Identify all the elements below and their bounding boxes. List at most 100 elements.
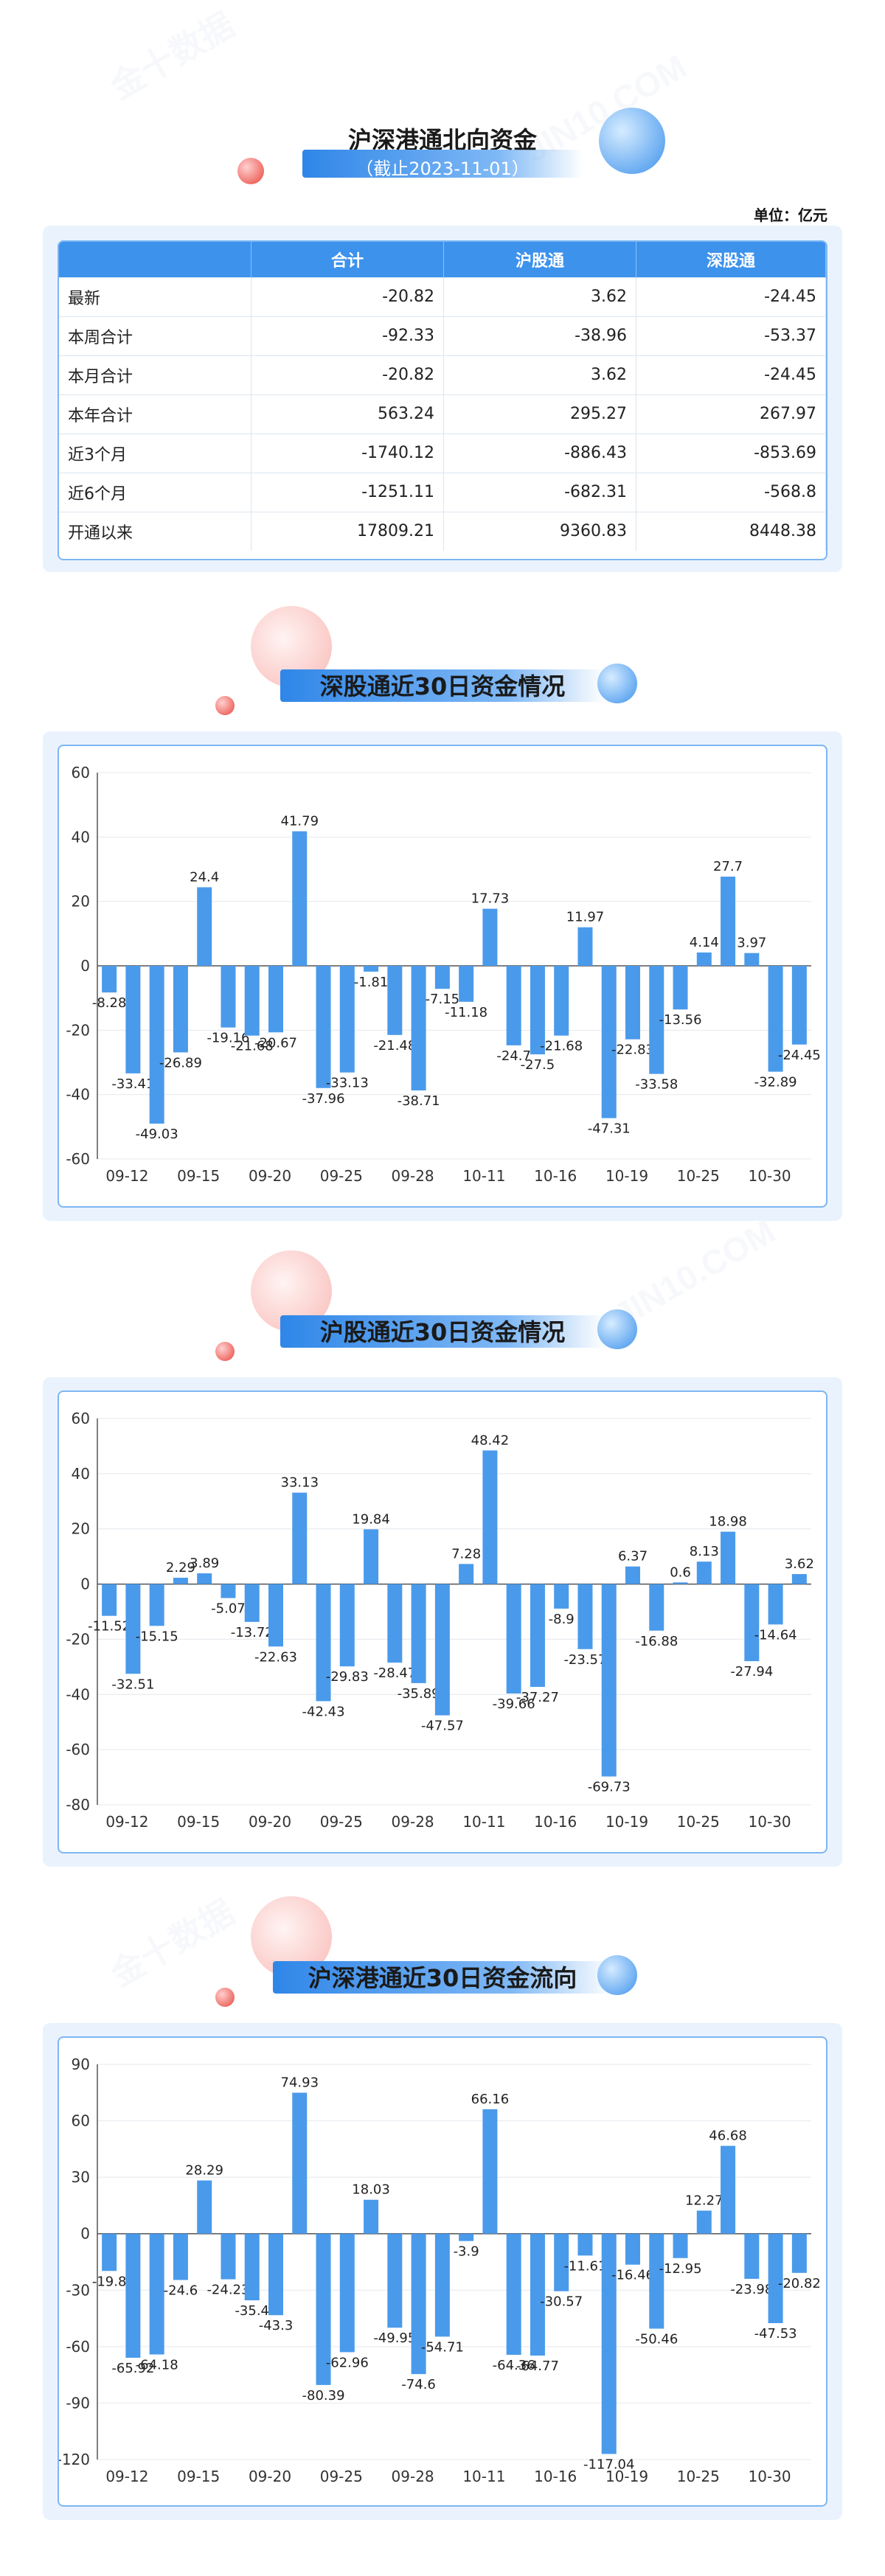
table-row: 最新 -20.82 3.62 -24.45 — [59, 276, 826, 316]
y-tick-label: -60 — [66, 1150, 90, 1168]
bar — [791, 2233, 807, 2273]
bar — [530, 2233, 545, 2356]
unit-label: 单位：亿元 — [754, 206, 827, 224]
table-cell-sz: -24.45 — [636, 276, 826, 316]
y-tick-label: -20 — [66, 1021, 90, 1039]
table-cell-sz: -568.8 — [636, 472, 826, 512]
data-label: -27.94 — [730, 1664, 773, 1679]
table-cell-label: 开通以来 — [59, 511, 251, 551]
bar — [696, 2210, 712, 2234]
x-tick-label: 10-19 — [605, 1167, 648, 1185]
bar — [625, 966, 641, 1040]
summary-table-card: 合计 沪股通 深股通 最新 -20.82 3.62 -24.45 本周合计 -92.33-… — [58, 240, 827, 560]
x-tick-label: 09-28 — [392, 1167, 434, 1185]
data-label: 11.97 — [566, 910, 605, 925]
bar — [173, 2233, 188, 2280]
data-label: 17.73 — [471, 891, 510, 907]
chart-total: -120 -90 -60 -30 0 30 60 90 -19.8 -65.92-64.18 -24… — [59, 2055, 821, 2485]
decor-ball-red — [215, 1342, 235, 1361]
data-label: 41.79 — [281, 814, 319, 829]
data-label: -37.96 — [302, 1091, 345, 1107]
data-label: -47.53 — [754, 2326, 797, 2342]
data-label: 2.29 — [166, 1560, 195, 1576]
bar — [696, 952, 712, 966]
bar — [434, 1584, 450, 1716]
bar — [506, 966, 521, 1045]
data-label: 19.84 — [352, 1511, 390, 1527]
bar — [554, 1584, 569, 1609]
title-bar — [302, 150, 583, 178]
data-label: 33.13 — [281, 1475, 319, 1491]
data-label: -28.47 — [373, 1665, 416, 1681]
y-tick-label: 40 — [72, 1465, 90, 1483]
y-tick-label: -60 — [66, 1741, 90, 1758]
column-header-total: 合计 — [251, 242, 445, 277]
x-tick-label: 09-12 — [105, 1813, 148, 1831]
table-cell-total: -1251.11 — [251, 472, 445, 512]
data-label: -7.15 — [426, 992, 460, 1007]
x-tick-label: 09-25 — [320, 2468, 363, 2485]
data-label: 48.42 — [471, 1433, 510, 1448]
bar — [387, 2233, 403, 2328]
page-subtitle: （截止2023-11-01） — [355, 159, 530, 179]
data-label: 28.29 — [185, 2163, 223, 2179]
table-cell-sh: 295.27 — [443, 394, 636, 434]
bar — [221, 966, 236, 1028]
y-tick-label: 20 — [72, 1520, 90, 1538]
chart-card-total: -120 -90 -60 -30 0 30 60 90 -19.8 -65.92 -64.18 -24… — [58, 2036, 827, 2507]
data-label: 27.7 — [713, 859, 743, 874]
bar — [673, 2233, 688, 2258]
decor-ball-red — [237, 158, 264, 184]
y-tick-label: 40 — [72, 828, 90, 846]
table-header-row: 合计 沪股通 深股通 — [59, 242, 826, 277]
data-label: 4.14 — [690, 935, 719, 950]
y-tick-label: -60 — [66, 2338, 90, 2356]
bar — [459, 1564, 474, 1584]
x-tick-label: 09-28 — [392, 1813, 434, 1831]
bar — [364, 1529, 379, 1584]
data-label: 3.97 — [737, 936, 766, 951]
bar — [364, 966, 379, 972]
table-cell-total: 17809.21 — [251, 511, 445, 551]
data-label: 66.16 — [471, 2092, 510, 2107]
bar — [411, 1584, 426, 1683]
bar — [292, 831, 308, 966]
bar — [768, 1584, 783, 1625]
data-label: -23.98 — [730, 2282, 773, 2297]
data-label: -11.18 — [445, 1005, 487, 1020]
x-tick-label: 10-30 — [749, 1813, 791, 1831]
x-tick-label: 09-12 — [105, 1167, 148, 1185]
column-header — [59, 242, 251, 277]
data-label: -50.46 — [635, 2332, 678, 2347]
data-label: -16.46 — [611, 2268, 654, 2283]
data-label: 18.98 — [709, 1514, 747, 1530]
table-cell-sz: -53.37 — [636, 316, 826, 355]
bar — [625, 1566, 641, 1584]
table-cell-sh: -886.43 — [443, 433, 636, 473]
bar — [791, 1574, 807, 1584]
bar — [125, 966, 141, 1073]
table-cell-sh: 3.62 — [443, 355, 636, 394]
bar — [268, 2233, 284, 2316]
y-tick-label: 60 — [72, 2112, 90, 2130]
bar — [173, 1578, 188, 1584]
table-cell-label: 近3个月 — [59, 433, 251, 473]
data-label: -26.89 — [159, 1055, 202, 1071]
chart-title-total: 沪深港通近30日资金流向 — [308, 1964, 577, 1992]
bar — [292, 2092, 308, 2234]
table-cell-sz: -853.69 — [636, 433, 826, 473]
data-label: -19.16 — [206, 1031, 249, 1046]
table-row: 本周合计 -92.33 -38.96 -53.37 — [59, 316, 826, 355]
data-label: -42.43 — [302, 1704, 345, 1719]
chart-sh: -80 -60 -40 -20 0 20 40 60 -11.52 -32.51 -15.15 2.2… — [66, 1410, 814, 1831]
data-label: -21.68 — [540, 1039, 583, 1054]
table-cell-total: -1740.12 — [251, 433, 445, 473]
data-label: 18.03 — [352, 2182, 390, 2198]
data-label: -14.64 — [754, 1627, 797, 1643]
bar — [744, 1584, 760, 1662]
data-label: -21.48 — [373, 1038, 416, 1054]
bar — [530, 1584, 545, 1688]
data-label: -74.6 — [401, 2377, 436, 2392]
bar — [411, 966, 426, 1091]
x-tick-label: 09-15 — [177, 1813, 220, 1831]
